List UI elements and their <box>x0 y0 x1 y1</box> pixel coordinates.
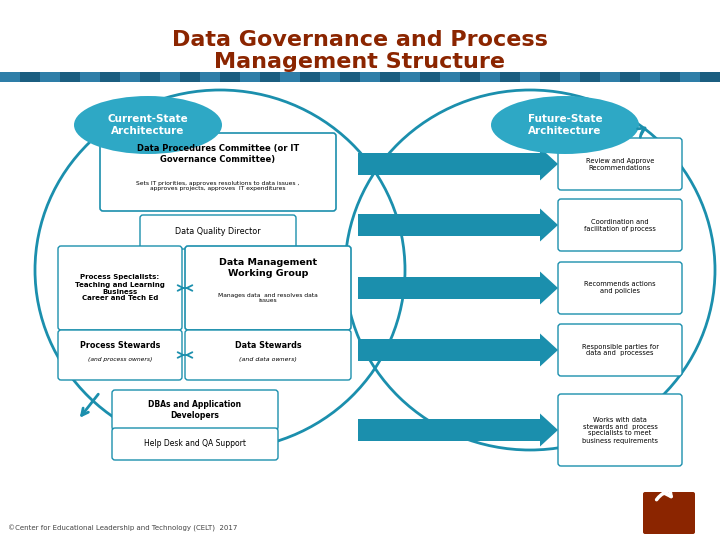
FancyBboxPatch shape <box>185 330 351 380</box>
Bar <box>300 72 320 82</box>
Text: Future-State
Architecture: Future-State Architecture <box>528 114 603 136</box>
FancyBboxPatch shape <box>558 262 682 314</box>
Text: Review and Approve
Recommendations: Review and Approve Recommendations <box>586 158 654 171</box>
Text: DBAs and Application
Developers: DBAs and Application Developers <box>148 400 242 420</box>
FancyArrow shape <box>358 147 558 180</box>
FancyBboxPatch shape <box>112 428 278 460</box>
Bar <box>500 72 520 82</box>
Text: (and data owners): (and data owners) <box>239 357 297 362</box>
Bar <box>200 72 220 82</box>
Bar <box>320 72 340 82</box>
Bar <box>360 72 380 82</box>
Bar <box>100 72 120 82</box>
FancyBboxPatch shape <box>100 133 336 211</box>
Bar <box>460 72 480 82</box>
FancyBboxPatch shape <box>112 390 278 430</box>
Bar <box>560 72 580 82</box>
Text: Process Stewards: Process Stewards <box>80 341 160 350</box>
Text: Coordination and
facilitation of process: Coordination and facilitation of process <box>584 219 656 232</box>
Text: Sets IT priorities, approves resolutions to data issues ,
approves projects, app: Sets IT priorities, approves resolutions… <box>136 180 300 191</box>
Bar <box>160 72 180 82</box>
Text: Process Specialists:
Teaching and Learning
Business
Career and Tech Ed: Process Specialists: Teaching and Learni… <box>75 274 165 301</box>
Bar <box>380 72 400 82</box>
Text: Data Stewards: Data Stewards <box>235 341 301 350</box>
Text: Slide 89: Slide 89 <box>654 523 695 532</box>
Bar <box>260 72 280 82</box>
FancyArrow shape <box>358 272 558 305</box>
Bar <box>220 72 240 82</box>
Text: Current-State
Architecture: Current-State Architecture <box>107 114 189 136</box>
Bar <box>80 72 100 82</box>
Bar <box>40 72 60 82</box>
Text: (and process owners): (and process owners) <box>88 357 152 362</box>
Text: Management Structure: Management Structure <box>215 52 505 72</box>
Text: Help Desk and QA Support: Help Desk and QA Support <box>144 440 246 449</box>
Bar <box>240 72 260 82</box>
Bar <box>620 72 640 82</box>
Bar <box>540 72 560 82</box>
FancyBboxPatch shape <box>558 394 682 466</box>
Bar <box>20 72 40 82</box>
Bar <box>520 72 540 82</box>
FancyBboxPatch shape <box>558 138 682 190</box>
Bar <box>340 72 360 82</box>
FancyArrow shape <box>358 414 558 447</box>
Bar <box>580 72 600 82</box>
Bar <box>440 72 460 82</box>
Bar <box>420 72 440 82</box>
Bar <box>600 72 620 82</box>
FancyArrowPatch shape <box>81 394 99 415</box>
Text: Data Governance and Process: Data Governance and Process <box>172 30 548 50</box>
Bar <box>0 72 20 82</box>
FancyBboxPatch shape <box>58 246 182 330</box>
Bar <box>140 72 160 82</box>
FancyArrow shape <box>358 334 558 367</box>
Text: Recommends actions
and policies: Recommends actions and policies <box>584 281 656 294</box>
Bar <box>480 72 500 82</box>
Text: Data Management
Working Group: Data Management Working Group <box>219 258 317 278</box>
Text: ©Center for Educational Leadership and Technology (CELT)  2017: ©Center for Educational Leadership and T… <box>8 525 238 532</box>
FancyArrowPatch shape <box>637 128 645 137</box>
Bar <box>640 72 660 82</box>
FancyBboxPatch shape <box>185 246 351 330</box>
Text: Responsible parties for
data and  processes: Responsible parties for data and process… <box>582 343 659 356</box>
FancyBboxPatch shape <box>140 215 296 249</box>
FancyBboxPatch shape <box>58 330 182 380</box>
Text: Data Quality Director: Data Quality Director <box>175 227 261 237</box>
FancyBboxPatch shape <box>558 199 682 251</box>
Text: Works with data
stewards and  process
specialists to meet
business requirements: Works with data stewards and process spe… <box>582 416 658 443</box>
Bar <box>680 72 700 82</box>
Bar <box>60 72 80 82</box>
Ellipse shape <box>491 96 639 154</box>
Text: Manages data  and resolves data
issues: Manages data and resolves data issues <box>218 293 318 303</box>
Bar <box>180 72 200 82</box>
Bar <box>700 72 720 82</box>
FancyArrow shape <box>358 208 558 241</box>
Bar <box>400 72 420 82</box>
Bar <box>660 72 680 82</box>
Text: Data Procedures Committee (or IT
Governance Committee): Data Procedures Committee (or IT Governa… <box>137 144 299 164</box>
Bar <box>280 72 300 82</box>
FancyBboxPatch shape <box>643 492 695 534</box>
Ellipse shape <box>74 96 222 154</box>
FancyBboxPatch shape <box>558 324 682 376</box>
Bar <box>120 72 140 82</box>
